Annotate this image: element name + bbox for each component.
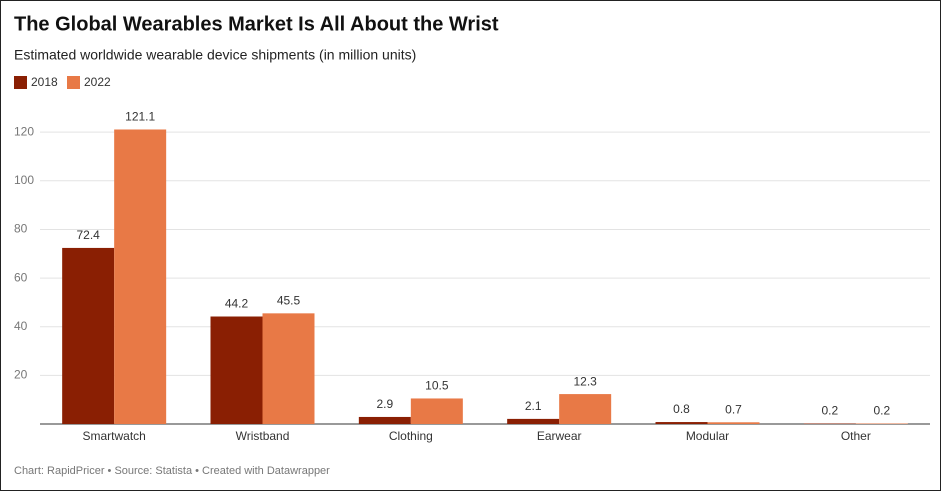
value-label: 12.3 — [573, 374, 597, 388]
value-label: 0.7 — [725, 402, 742, 416]
x-tick-label: Clothing — [389, 429, 433, 443]
legend-swatch — [67, 76, 80, 89]
value-label: 10.5 — [425, 379, 449, 393]
legend-label: 2018 — [31, 75, 58, 89]
value-label: 2.9 — [376, 397, 393, 411]
x-tick-label: Wristband — [236, 429, 290, 443]
y-tick-label: 60 — [14, 270, 28, 284]
y-tick-label: 80 — [14, 222, 28, 236]
legend-swatch — [14, 76, 27, 89]
bar — [358, 416, 411, 424]
footer: Chart: RapidPricer • Source: Statista • … — [14, 465, 330, 477]
bar — [114, 129, 167, 424]
x-tick-label: Other — [841, 429, 871, 443]
y-tick-label: 120 — [14, 124, 34, 138]
chart-subtitle: Estimated worldwide wearable device ship… — [14, 47, 416, 63]
y-tick-label: 100 — [14, 173, 34, 187]
bar — [210, 316, 263, 424]
bar — [262, 313, 315, 424]
x-tick-label: Earwear — [537, 429, 582, 443]
value-label: 44.2 — [225, 297, 249, 311]
value-label: 0.2 — [821, 404, 838, 418]
bar — [62, 247, 115, 424]
x-tick-label: Modular — [686, 429, 729, 443]
bar — [655, 422, 708, 424]
x-tick-label: Smartwatch — [82, 429, 145, 443]
value-label: 72.4 — [76, 228, 100, 242]
bar — [410, 398, 463, 424]
value-label: 121.1 — [125, 110, 155, 124]
y-tick-label: 20 — [14, 368, 28, 382]
y-tick-label: 40 — [14, 319, 28, 333]
chart-title: The Global Wearables Market Is All About… — [14, 13, 499, 35]
value-label: 2.1 — [525, 399, 542, 413]
legend-label: 2022 — [84, 75, 111, 89]
bar — [507, 418, 560, 424]
value-label: 45.5 — [277, 294, 301, 308]
bar — [559, 394, 612, 424]
value-label: 0.8 — [673, 402, 690, 416]
bar — [707, 422, 760, 424]
value-label: 0.2 — [873, 404, 890, 418]
